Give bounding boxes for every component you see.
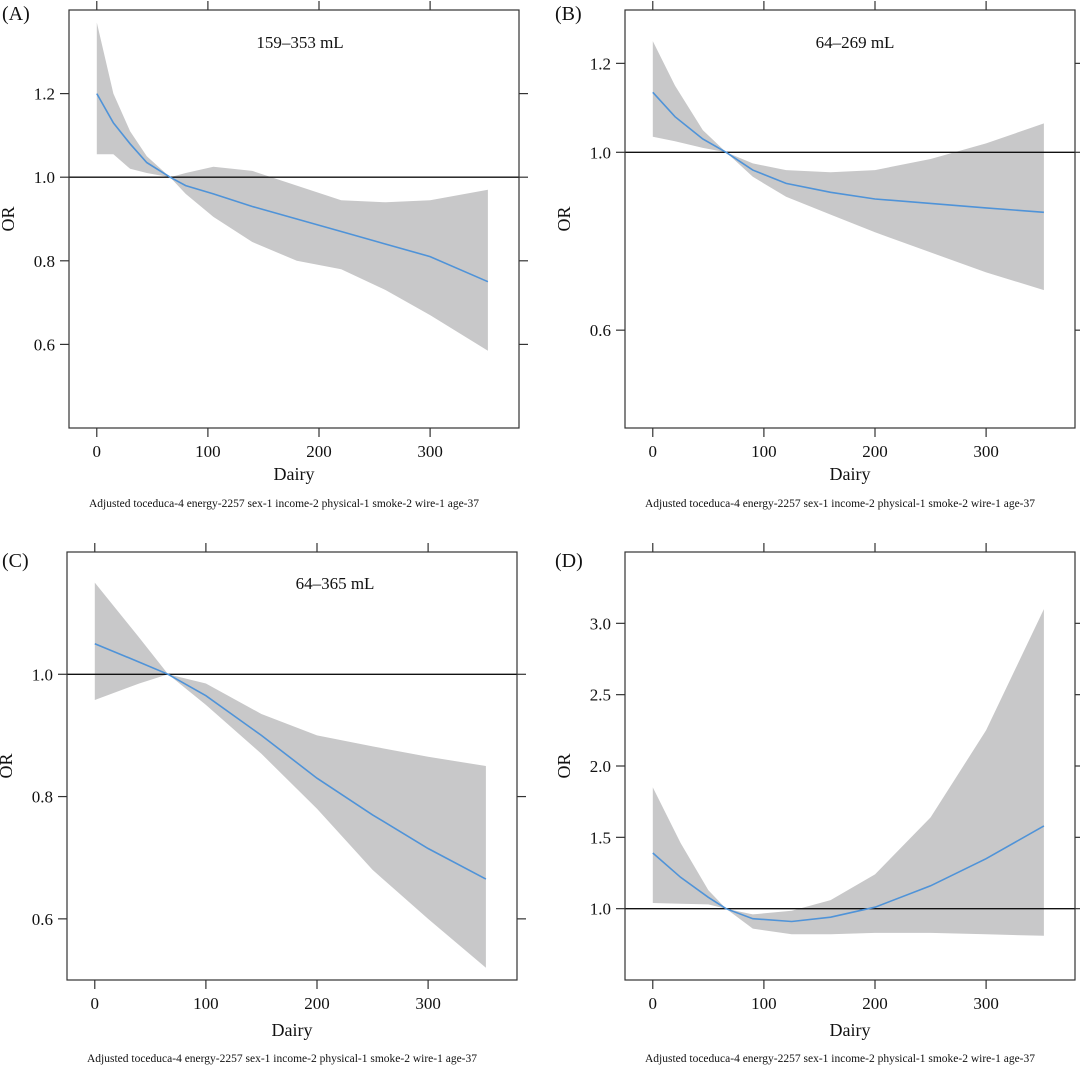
x-tick-label: 200 [306, 442, 332, 461]
x-tick-label: 0 [649, 442, 658, 461]
y-axis-label: OR [554, 753, 574, 778]
chart-title: 159–353 mL [256, 33, 343, 52]
x-tick-label: 200 [304, 994, 330, 1013]
x-tick-label: 200 [862, 994, 888, 1013]
x-tick-label: 200 [862, 442, 888, 461]
y-tick-label: 1.2 [590, 54, 611, 73]
footnote: Adjusted toceduca-4 energy-2257 sex-1 in… [87, 1053, 477, 1065]
x-tick-label: 100 [193, 994, 219, 1013]
y-axis-label: OR [0, 753, 16, 778]
y-tick-label: 0.6 [32, 910, 53, 929]
plot-frame [66, 551, 518, 981]
confidence-band [652, 609, 1044, 936]
panel-label: (D) [555, 550, 583, 572]
footnote: Adjusted toceduca-4 energy-2257 sex-1 in… [645, 498, 1035, 510]
x-axis-label: Dairy [274, 464, 315, 484]
panel-label: (A) [2, 3, 30, 25]
footnote: Adjusted toceduca-4 energy-2257 sex-1 in… [89, 498, 479, 510]
y-axis-label: OR [0, 206, 18, 231]
panel-d: (D) 0 100 200 300 1.0 1.5 2.0 2.5 3.0 Dairy OR Adju… [554, 543, 1080, 1065]
y-tick-label: 1.5 [590, 828, 611, 847]
y-tick-label: 1.0 [590, 900, 611, 919]
panel-a: (A) 0 100 200 300 0.6 0.8 1.0 1.2 Dairy OR 159–353… [0, 1, 528, 510]
panel-c: (C) 0 100 200 300 0.6 0.8 1.0 Dairy OR 64–365 mL A… [0, 543, 526, 1065]
plot-frame [68, 9, 520, 429]
confidence-band [96, 22, 488, 351]
y-tick-label: 1.0 [32, 665, 53, 684]
y-tick-label: 0.6 [590, 321, 611, 340]
estimate-line [94, 642, 487, 880]
x-axis-label: Dairy [272, 1020, 313, 1040]
x-tick-label: 100 [751, 442, 777, 461]
confidence-band [652, 41, 1044, 291]
estimate-line [652, 91, 1044, 214]
y-tick-label: 3.0 [590, 614, 611, 633]
x-axis-label: Dairy [830, 1020, 871, 1040]
y-tick-label: 0.8 [34, 252, 55, 271]
y-tick-label: 1.2 [34, 85, 55, 104]
x-tick-label: 300 [417, 442, 443, 461]
footnote: Adjusted toceduca-4 energy-2257 sex-1 in… [645, 1053, 1035, 1065]
estimate-line [652, 825, 1045, 923]
y-tick-label: 2.0 [590, 757, 611, 776]
x-tick-label: 100 [195, 442, 221, 461]
chart-title: 64–269 mL [816, 33, 895, 52]
y-tick-label: 2.5 [590, 686, 611, 705]
x-tick-label: 0 [93, 442, 102, 461]
y-axis-label: OR [554, 206, 574, 231]
panel-b: (B) 0 100 200 300 0.6 1.0 1.2 Dairy OR 64–269 mL A… [554, 1, 1080, 510]
confidence-band [94, 582, 486, 968]
x-tick-label: 0 [91, 994, 100, 1013]
panel-label: (B) [555, 3, 582, 25]
estimate-line [96, 93, 489, 283]
x-axis-label: Dairy [830, 464, 871, 484]
x-tick-label: 100 [751, 994, 777, 1013]
x-tick-label: 0 [649, 994, 658, 1013]
y-tick-label: 1.0 [34, 168, 55, 187]
chart-title: 64–365 mL [296, 574, 375, 593]
y-tick-label: 1.0 [590, 143, 611, 162]
y-tick-label: 0.6 [34, 335, 55, 354]
x-tick-label: 300 [415, 994, 441, 1013]
plot-frame [624, 9, 1076, 429]
x-tick-label: 300 [973, 994, 999, 1013]
x-tick-label: 300 [973, 442, 999, 461]
y-tick-label: 0.8 [32, 788, 53, 807]
panel-label: (C) [2, 550, 29, 572]
